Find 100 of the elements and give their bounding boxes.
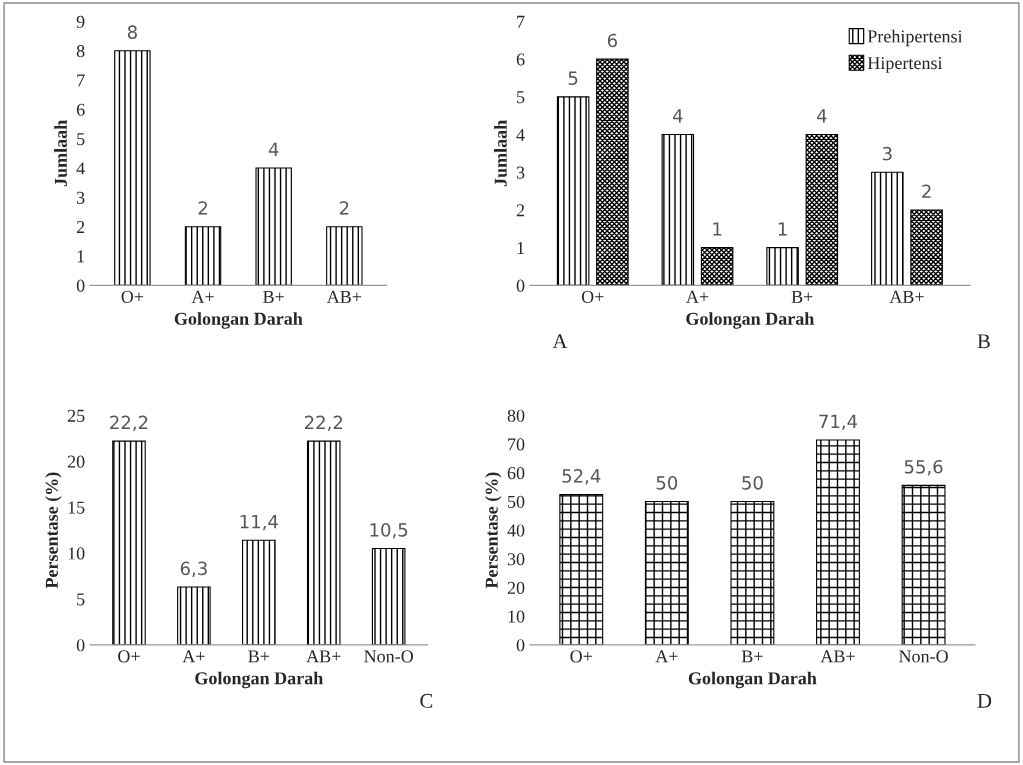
- bar: [700, 247, 734, 286]
- x-axis-title: Golongan Darah: [688, 671, 817, 689]
- data-label: 5: [568, 71, 578, 85]
- y-tick-label: 1: [77, 250, 85, 263]
- legend-label: Prehipertensi: [867, 29, 963, 47]
- y-tick-label: 2: [76, 221, 85, 233]
- y-tick-label: 0: [516, 639, 525, 652]
- y-axis-title: Jumlaah: [494, 120, 507, 187]
- x-tick-label: Non-O: [364, 650, 413, 663]
- x-tick-label: AB+: [326, 290, 362, 303]
- bar: [730, 500, 775, 645]
- bar: [556, 96, 590, 286]
- y-tick-label: 70: [508, 438, 525, 451]
- legend-label: Hipertensi: [867, 57, 943, 73]
- x-tick-label: Non-O: [899, 650, 948, 663]
- y-tick-label: 20: [507, 581, 525, 594]
- y-tick-label: 8: [76, 45, 85, 58]
- x-tick-label: A+: [655, 650, 678, 663]
- text: C: [420, 693, 433, 708]
- bar: [306, 440, 341, 645]
- y-tick-label: 0: [516, 279, 525, 292]
- text: B: [977, 334, 990, 349]
- x-axis-title: Golongan Darah: [174, 312, 303, 329]
- text: D: [977, 693, 992, 708]
- x-tick-label: O+: [118, 650, 140, 663]
- y-tick-label: 7: [517, 15, 525, 28]
- bar: [112, 440, 146, 645]
- data-label: 6,3: [180, 561, 207, 578]
- y-tick-label: 10: [508, 610, 525, 623]
- x-tick-label: AB+: [889, 290, 924, 303]
- bar: [184, 226, 222, 286]
- x-tick-label: O+: [121, 290, 144, 303]
- data-label: 22,2: [110, 415, 148, 432]
- data-label: 2: [339, 201, 349, 215]
- y-tick-label: 40: [507, 524, 525, 537]
- text: A: [552, 334, 568, 349]
- bar: [871, 171, 904, 286]
- data-label: 4: [672, 109, 683, 123]
- y-tick-label: 10: [68, 547, 85, 560]
- bar: [255, 167, 292, 286]
- x-axis-title: Golongan Darah: [686, 312, 815, 329]
- bar: [816, 439, 860, 645]
- y-tick-label: 5: [77, 133, 85, 146]
- data-label: 3: [882, 146, 892, 161]
- bar: [661, 133, 695, 286]
- x-tick-label: A+: [191, 290, 214, 303]
- bar: [910, 209, 943, 286]
- data-label: 1: [713, 222, 722, 236]
- y-tick-label: 5: [77, 593, 85, 606]
- x-tick-label: A+: [686, 290, 709, 303]
- x-tick-label: AB+: [306, 650, 341, 663]
- y-tick-label: 80: [507, 409, 525, 422]
- bar: [644, 500, 689, 645]
- data-label: 10,5: [370, 523, 408, 539]
- y-tick-label: 6: [76, 103, 85, 116]
- x-axis-title: Golongan Darah: [195, 671, 324, 689]
- x-tick-label: B+: [248, 650, 270, 663]
- data-label: 8: [127, 25, 137, 39]
- x-tick-label: AB+: [820, 650, 855, 663]
- x-tick-label: B+: [263, 290, 284, 303]
- data-label: 2: [198, 201, 207, 215]
- data-label: 52,4: [562, 469, 601, 485]
- y-tick-label: 4: [76, 162, 85, 175]
- data-label: 1: [778, 222, 787, 236]
- bar: [371, 547, 406, 645]
- bar: [114, 50, 151, 286]
- data-label: 4: [817, 109, 827, 123]
- data-label: 2: [922, 184, 931, 198]
- y-tick-label: 7: [77, 74, 85, 87]
- y-tick-label: 20: [67, 455, 85, 468]
- data-label: 22,2: [304, 415, 343, 432]
- y-tick-label: 15: [68, 501, 85, 514]
- y-axis-title: Persentase (%): [485, 472, 502, 589]
- x-tick-label: O+: [570, 650, 592, 663]
- bar: [805, 133, 839, 286]
- y-tick-label: 25: [67, 409, 85, 422]
- y-tick-label: 2: [516, 204, 525, 217]
- y-axis-title: Jumlaah: [54, 120, 67, 187]
- y-tick-label: 9: [76, 15, 85, 28]
- y-tick-label: 3: [77, 191, 85, 204]
- bar: [559, 494, 604, 645]
- data-label: 11,4: [240, 514, 278, 531]
- data-label: 55,6: [904, 459, 943, 476]
- y-tick-label: 60: [507, 467, 525, 480]
- x-tick-label: O+: [581, 290, 604, 303]
- y-axis-title: Persentase (%): [45, 472, 62, 589]
- y-tick-label: 3: [516, 166, 525, 179]
- data-label: 50: [656, 475, 678, 490]
- y-tick-label: 0: [76, 279, 85, 292]
- y-tick-label: 5: [517, 91, 525, 104]
- bar: [326, 226, 363, 286]
- x-tick-label: B+: [791, 290, 813, 303]
- y-tick-label: 30: [507, 553, 525, 566]
- bar: [766, 247, 799, 286]
- y-tick-label: 4: [516, 128, 525, 141]
- data-label: 71,4: [819, 414, 858, 431]
- data-label: 4: [268, 142, 279, 156]
- y-tick-label: 1: [517, 241, 524, 254]
- data-label: 50: [742, 475, 763, 490]
- x-tick-label: A+: [182, 650, 205, 663]
